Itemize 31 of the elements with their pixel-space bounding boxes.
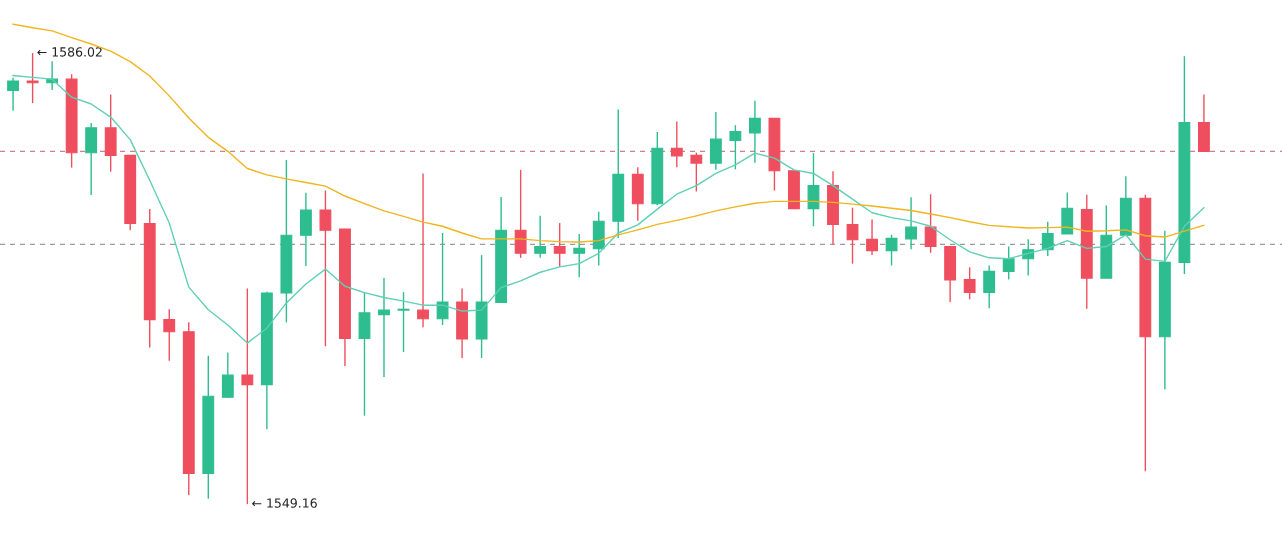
candlestick (983, 264, 996, 310)
candlestick (846, 207, 859, 265)
candlestick (514, 169, 527, 259)
candlestick (553, 222, 566, 268)
candlestick (690, 152, 703, 193)
candlestick (963, 266, 976, 301)
candlestick (436, 232, 449, 326)
candlestick (905, 196, 918, 250)
candlestick (1002, 245, 1015, 281)
candlestick (378, 277, 390, 378)
candlestick (534, 215, 547, 259)
candlestick (417, 172, 429, 328)
candlestick (163, 308, 176, 362)
candlestick (221, 351, 234, 399)
candlestick (573, 233, 586, 278)
candlestick (7, 77, 20, 112)
candlestick (729, 124, 742, 171)
candlestick (709, 111, 722, 171)
candlestick (866, 218, 878, 256)
candlestick (241, 287, 254, 505)
candlestick (670, 120, 683, 168)
annotation: ← 1586.02 (37, 47, 102, 57)
candlestick (26, 52, 39, 104)
candlestick (924, 193, 937, 254)
candlestick (1041, 221, 1054, 257)
candlestick (319, 189, 332, 347)
candlestick (885, 234, 898, 267)
candlestick (748, 100, 761, 164)
candlestick (397, 291, 410, 353)
annotation: ← 1549.16 (252, 498, 317, 508)
candlestick (807, 152, 820, 227)
